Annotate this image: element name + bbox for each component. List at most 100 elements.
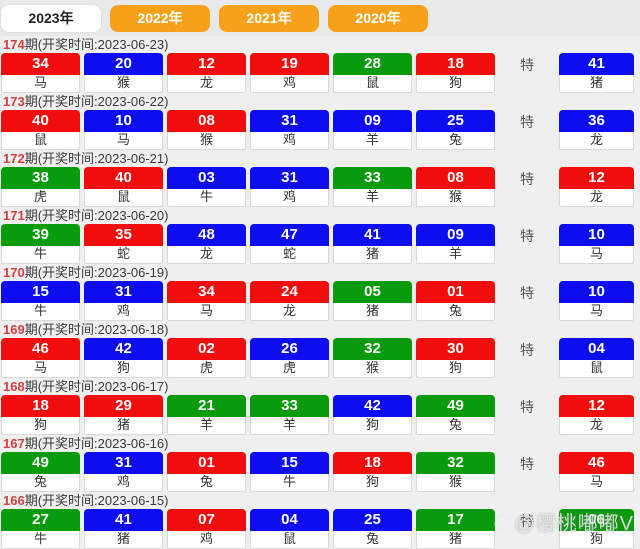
ball-cell: 05 猪 <box>333 281 412 321</box>
ball-zodiac: 牛 <box>1 303 80 321</box>
ball-number: 03 <box>167 167 246 189</box>
draw-time: 期(开奖时间:2023-06-17) <box>24 379 169 394</box>
ball-zodiac: 猪 <box>333 246 412 264</box>
special-ball-number: 06 <box>559 509 634 531</box>
draw-period: 172 <box>3 151 25 166</box>
ball-zodiac: 猴 <box>167 132 246 150</box>
draw-header: 171期(开奖时间:2023-06-20) <box>0 207 640 224</box>
ball-number: 07 <box>167 509 246 531</box>
ball-number: 02 <box>167 338 246 360</box>
ball-zodiac: 鸡 <box>250 189 329 207</box>
ball-cell: 31 鸡 <box>250 167 329 207</box>
ball-cell: 09 羊 <box>416 224 495 264</box>
special-ball-number: 12 <box>559 395 634 417</box>
ball-number: 34 <box>167 281 246 303</box>
draw-row: 171期(开奖时间:2023-06-20) 39 牛 35 蛇 48 龙 47 蛇 41 猪 09 羊特… <box>0 207 640 264</box>
draw-time: 期(开奖时间:2023-06-15) <box>24 493 169 508</box>
ball-cell: 41 猪 <box>84 509 163 549</box>
ball-cell: 42 狗 <box>333 395 412 435</box>
special-label: 特 <box>520 456 534 472</box>
special-label: 特 <box>520 342 534 358</box>
ball-zodiac: 猪 <box>559 75 634 93</box>
ball-number: 32 <box>416 452 495 474</box>
ball-number: 18 <box>333 452 412 474</box>
ball-number: 25 <box>416 110 495 132</box>
ball-number: 49 <box>416 395 495 417</box>
ball-number: 17 <box>416 509 495 531</box>
ball-number: 24 <box>250 281 329 303</box>
ball-number: 01 <box>416 281 495 303</box>
year-tab-bar: 2023年 2022年 2021年 2020年 <box>0 0 640 36</box>
tab-2021[interactable]: 2021年 <box>219 4 319 32</box>
ball-number: 41 <box>333 224 412 246</box>
ball-zodiac: 牛 <box>250 474 329 492</box>
ball-number: 34 <box>1 53 80 75</box>
ball-number: 42 <box>333 395 412 417</box>
ball-zodiac: 牛 <box>1 246 80 264</box>
ball-number: 08 <box>416 167 495 189</box>
ball-zodiac: 蛇 <box>250 246 329 264</box>
ball-zodiac: 马 <box>167 303 246 321</box>
draw-results-list: 174期(开奖时间:2023-06-23) 34 马 20 猴 12 龙 19 鸡 28 鼠 18 狗特… <box>0 36 640 549</box>
ball-number: 19 <box>250 53 329 75</box>
tab-2020[interactable]: 2020年 <box>328 4 428 32</box>
ball-number: 41 <box>84 509 163 531</box>
ball-cell: 19 鸡 <box>250 53 329 93</box>
ball-number: 35 <box>84 224 163 246</box>
ball-cell: 38 虎 <box>1 167 80 207</box>
draw-header: 173期(开奖时间:2023-06-22) <box>0 93 640 110</box>
ball-zodiac: 鼠 <box>250 531 329 549</box>
ball-cell: 31 鸡 <box>84 452 163 492</box>
ball-number: 42 <box>84 338 163 360</box>
ball-zodiac: 龙 <box>559 417 634 435</box>
tab-2022[interactable]: 2022年 <box>110 4 210 32</box>
ball-number: 47 <box>250 224 329 246</box>
ball-cell: 08 猴 <box>416 167 495 207</box>
special-ball-number: 10 <box>559 224 634 246</box>
ball-row: 38 虎 40 鼠 03 牛 31 鸡 33 羊 08 猴 特 12 龙 <box>0 167 640 207</box>
ball-number: 15 <box>1 281 80 303</box>
ball-zodiac: 兔 <box>1 474 80 492</box>
ball-cell: 34 马 <box>167 281 246 321</box>
ball-number: 09 <box>416 224 495 246</box>
ball-cell: 40 鼠 <box>84 167 163 207</box>
ball-zodiac: 龙 <box>167 75 246 93</box>
ball-cell: 29 猪 <box>84 395 163 435</box>
ball-number: 04 <box>250 509 329 531</box>
tab-2023[interactable]: 2023年 <box>1 4 101 32</box>
ball-row: 39 牛 35 蛇 48 龙 47 蛇 41 猪 09 羊特 10 马 <box>0 224 640 264</box>
ball-number: 12 <box>167 53 246 75</box>
ball-cell: 01 兔 <box>167 452 246 492</box>
ball-zodiac: 猴 <box>84 75 163 93</box>
ball-zodiac: 猴 <box>333 360 412 378</box>
ball-cell: 08 猴 <box>167 110 246 150</box>
special-ball-cell: 10 马 <box>559 224 634 264</box>
special-ball-number: 12 <box>559 167 634 189</box>
ball-zodiac: 羊 <box>167 417 246 435</box>
ball-row: 18 狗 29 猪 21 羊 33 羊 42 狗 49 兔特 12 龙 <box>0 395 640 435</box>
special-ball-number: 46 <box>559 452 634 474</box>
special-label: 特 <box>520 171 534 187</box>
ball-zodiac: 羊 <box>416 246 495 264</box>
ball-number: 15 <box>250 452 329 474</box>
ball-number: 40 <box>1 110 80 132</box>
ball-number: 28 <box>333 53 412 75</box>
draw-header: 169期(开奖时间:2023-06-18) <box>0 321 640 338</box>
ball-number: 49 <box>1 452 80 474</box>
ball-zodiac: 鼠 <box>84 189 163 207</box>
ball-cell: 48 龙 <box>167 224 246 264</box>
ball-zodiac: 猪 <box>84 417 163 435</box>
ball-cell: 46 马 <box>1 338 80 378</box>
ball-cell: 18 狗 <box>333 452 412 492</box>
special-label: 特 <box>520 285 534 301</box>
ball-zodiac: 马 <box>559 474 634 492</box>
ball-zodiac: 羊 <box>333 189 412 207</box>
special-ball-number: 41 <box>559 53 634 75</box>
ball-cell: 39 牛 <box>1 224 80 264</box>
ball-cell: 26 虎 <box>250 338 329 378</box>
draw-header: 170期(开奖时间:2023-06-19) <box>0 264 640 281</box>
draw-time: 期(开奖时间:2023-06-22) <box>24 94 169 109</box>
ball-zodiac: 鼠 <box>559 360 634 378</box>
ball-cell: 31 鸡 <box>84 281 163 321</box>
ball-number: 31 <box>84 452 163 474</box>
